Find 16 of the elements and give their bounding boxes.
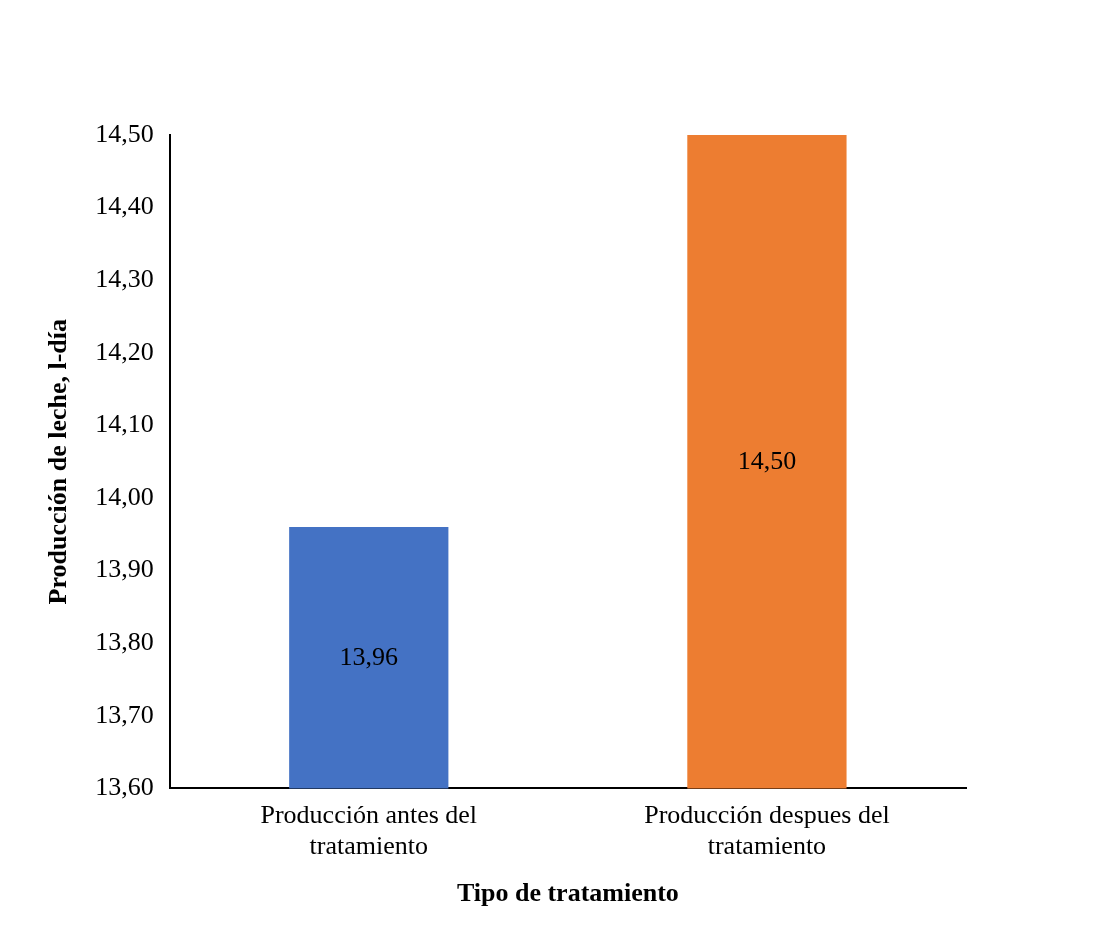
y-tick-label: 14,40 xyxy=(95,191,154,221)
x-axis-title: Tipo de tratamiento xyxy=(456,878,679,908)
y-tick-label: 13,70 xyxy=(95,699,154,729)
y-tick-label: 13,60 xyxy=(95,772,154,802)
y-tick-label: 14,00 xyxy=(95,481,154,511)
data-label: 14,50 xyxy=(737,445,797,475)
y-axis-title: Producción de leche, l-día xyxy=(43,318,73,605)
y-tick-label: 13,90 xyxy=(95,554,154,584)
y-tick-label: 14,20 xyxy=(95,336,154,366)
y-tick-label: 14,50 xyxy=(95,118,154,148)
y-tick-label: 14,10 xyxy=(95,409,154,439)
y-tick-label: 14,30 xyxy=(95,264,154,294)
data-label: 13,96 xyxy=(339,641,399,671)
y-tick-label: 13,80 xyxy=(95,627,154,657)
x-tick-label: Producción antes del tratamiento xyxy=(260,799,478,861)
x-tick-label: Producción despues del tratamiento xyxy=(644,799,890,861)
